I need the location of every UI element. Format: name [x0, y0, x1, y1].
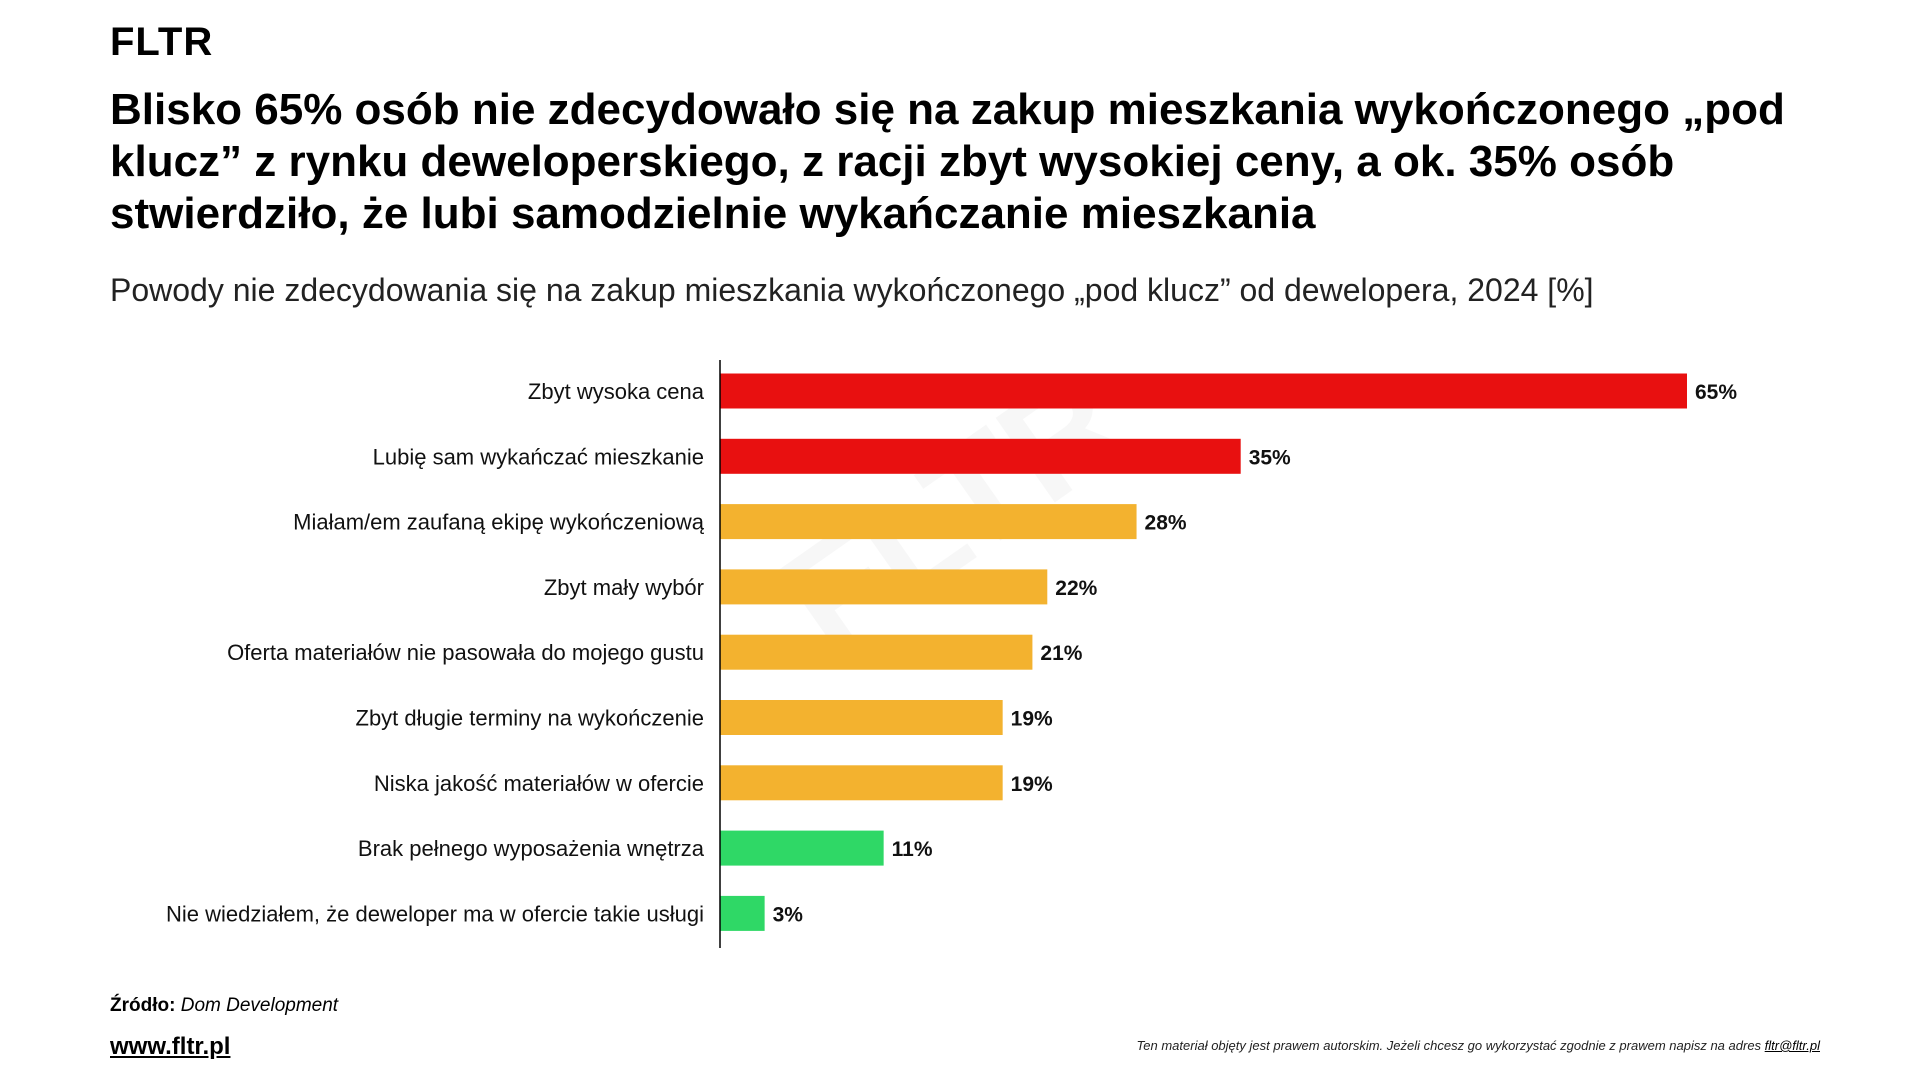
value-label: 19%: [1011, 773, 1053, 796]
bar: [720, 700, 1003, 735]
website-link[interactable]: www.fltr.pl: [110, 1033, 231, 1060]
bar: [720, 830, 884, 866]
category-label: Miałam/em zaufaną ekipę wykończeniową: [293, 510, 705, 535]
category-label: Nie wiedziałem, że deweloper ma w oferci…: [166, 901, 704, 926]
fltr-logo: FLTR: [110, 20, 214, 64]
copyright-notice: Ten materiał objęty jest prawem autorski…: [1137, 1038, 1820, 1053]
category-label: Zbyt długie terminy na wykończenie: [356, 706, 705, 731]
source-label: Źródło:: [110, 995, 176, 1016]
value-label: 22%: [1055, 577, 1097, 600]
bar: [720, 373, 1687, 409]
value-label: 3%: [773, 903, 804, 926]
chart-subtitle: Powody nie zdecydowania się na zakup mie…: [110, 272, 1594, 308]
page-title: Blisko 65% osób nie zdecydowało się na z…: [110, 85, 1785, 238]
category-label: Oferta materiałów nie pasowała do mojego…: [227, 640, 704, 665]
value-label: 11%: [892, 838, 933, 861]
email-link[interactable]: fltr@fltr.pl: [1764, 1038, 1820, 1053]
source: Źródło: Dom Development: [110, 995, 338, 1017]
bar: [720, 634, 1033, 670]
category-label: Brak pełnego wyposażenia wnętrza: [358, 836, 705, 861]
bar: [720, 504, 1137, 540]
bar: [720, 895, 765, 931]
copyright-text: Ten materiał objęty jest prawem autorski…: [1136, 1038, 1765, 1053]
bar: [720, 765, 1003, 801]
value-label: 35%: [1249, 446, 1291, 469]
bar: [720, 569, 1048, 605]
value-label: 28%: [1145, 512, 1187, 535]
value-label: 65%: [1695, 381, 1737, 404]
bar: [720, 438, 1241, 474]
value-label: 19%: [1011, 708, 1053, 731]
value-label: 21%: [1040, 642, 1082, 665]
category-label: Zbyt wysoka cena: [528, 379, 705, 404]
category-label: Zbyt mały wybór: [544, 575, 704, 600]
category-label: Lubię sam wykańczać mieszkanie: [373, 444, 704, 469]
category-label: Niska jakość materiałów w ofercie: [374, 771, 704, 796]
source-value: Dom Development: [180, 995, 339, 1016]
